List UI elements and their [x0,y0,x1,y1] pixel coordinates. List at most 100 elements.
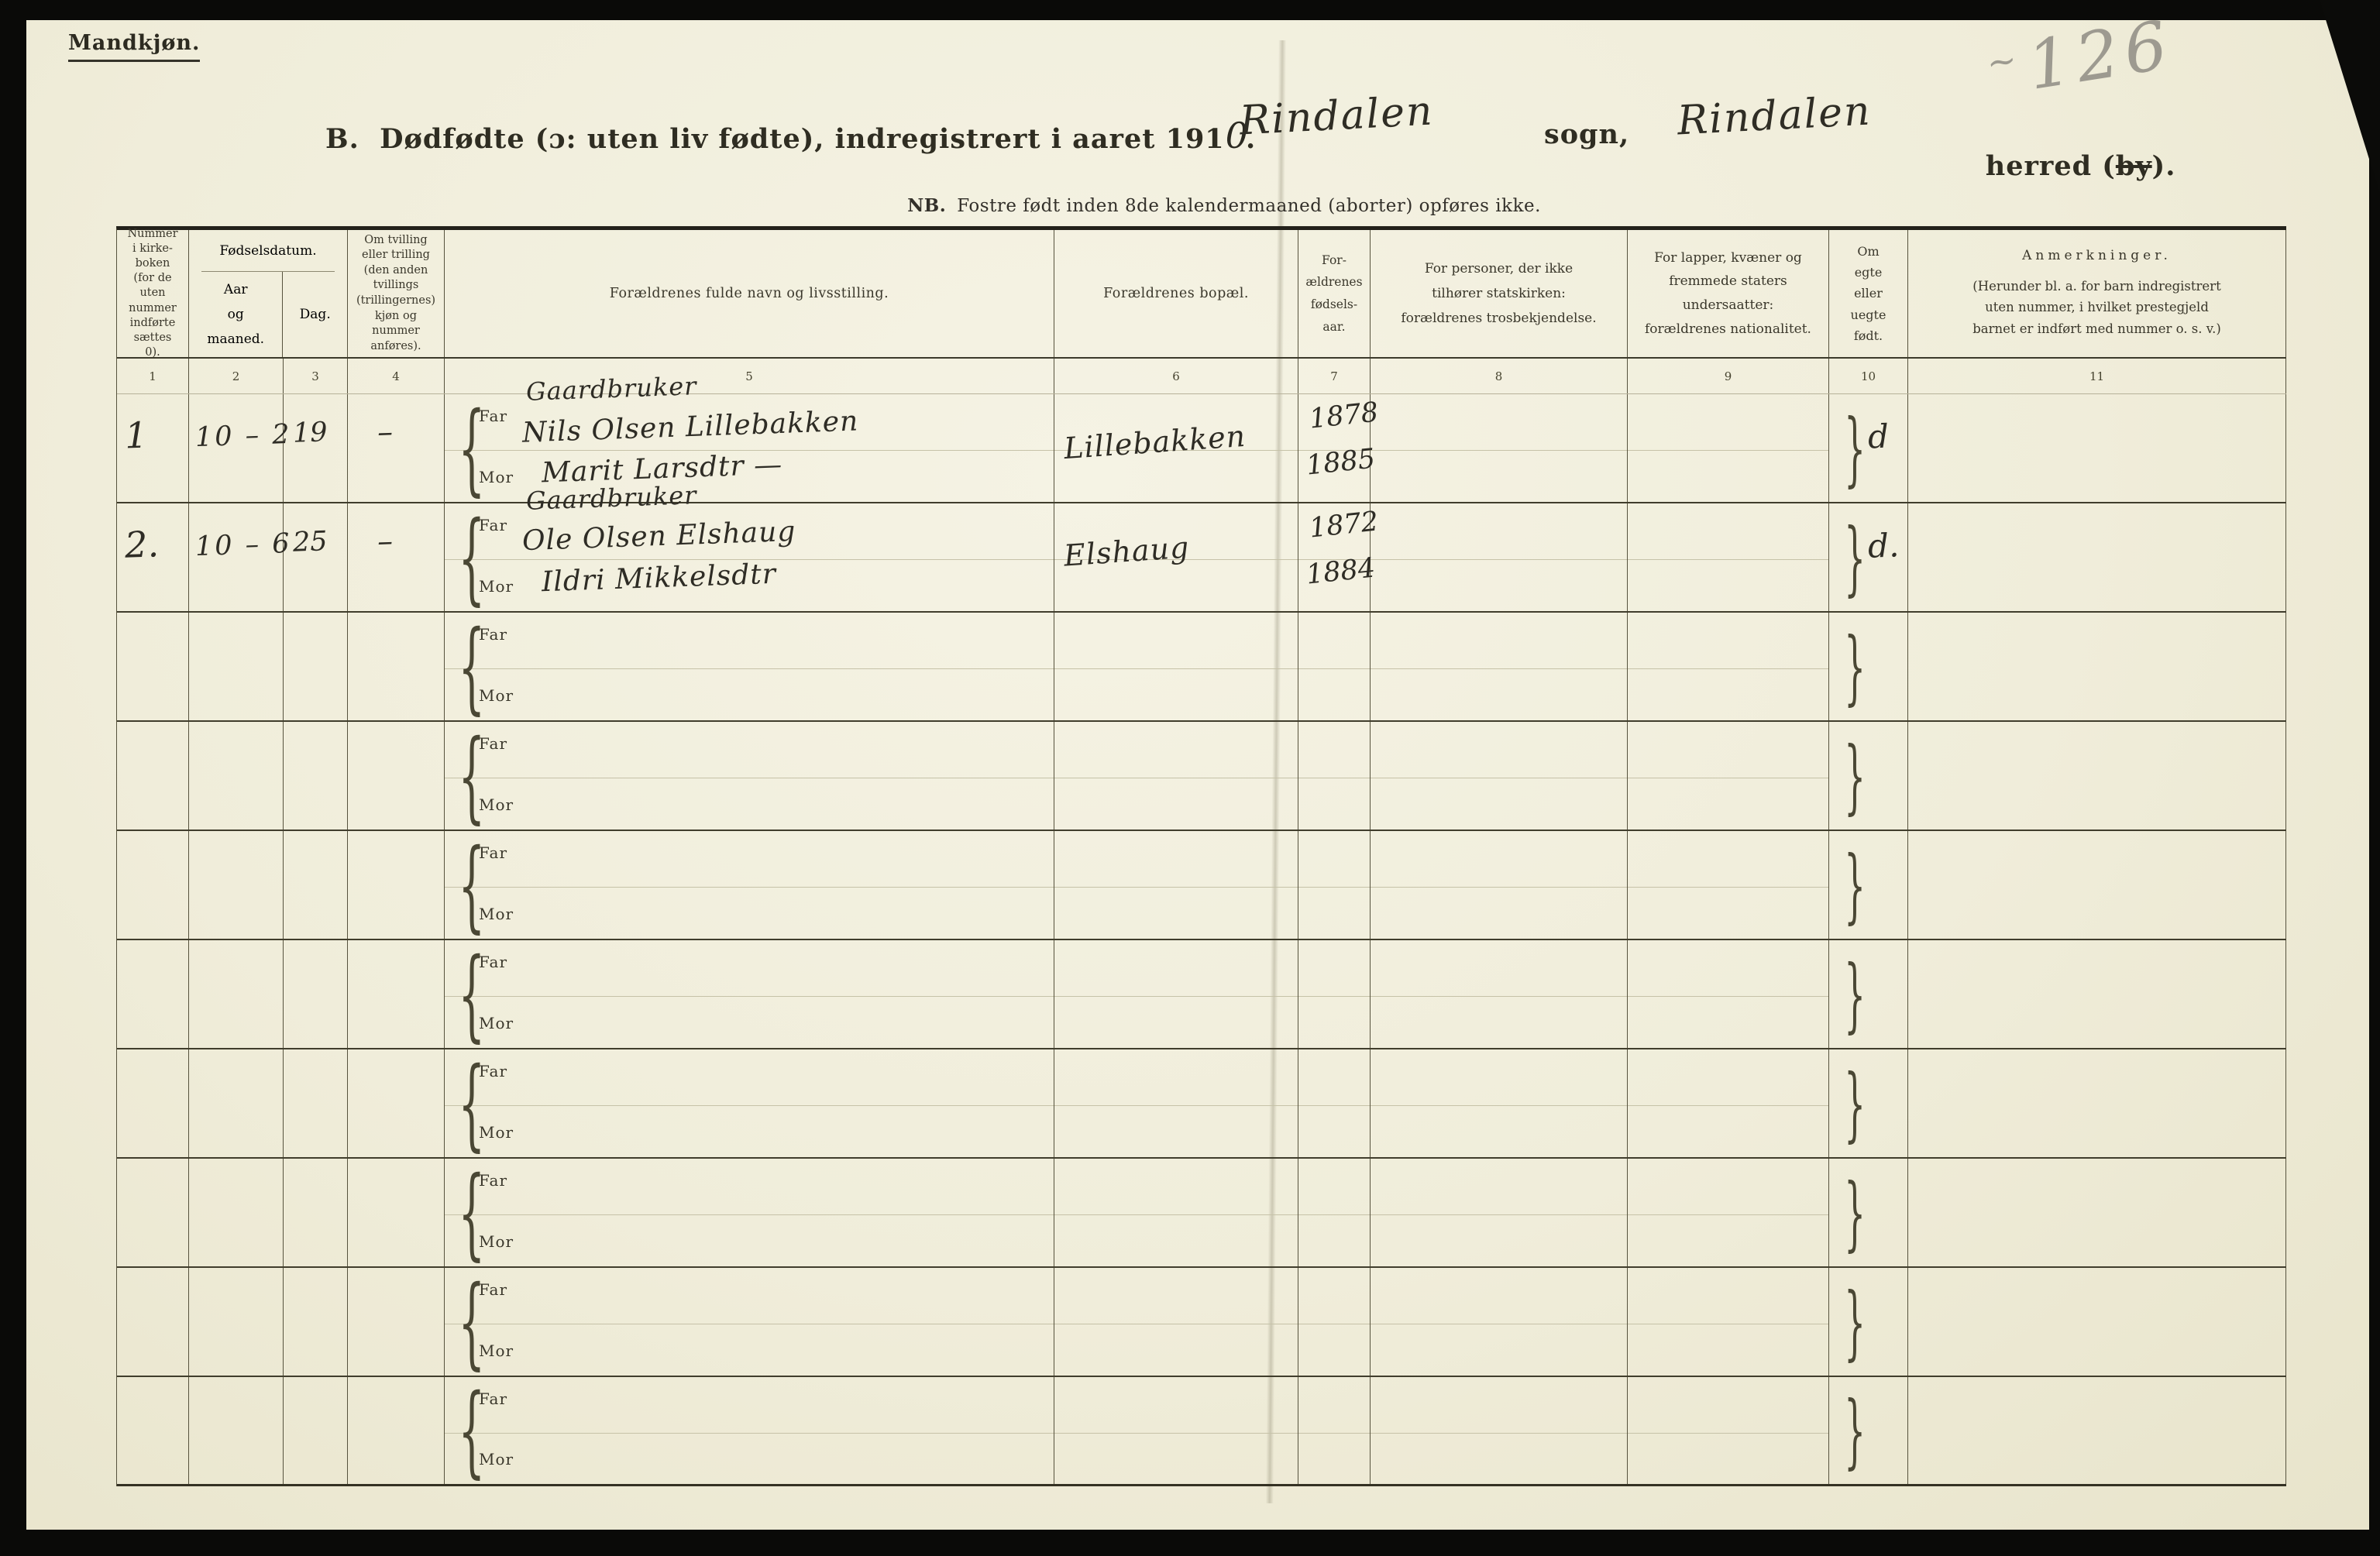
mor-label: Mor [479,905,514,923]
hw-residence: Lillebakken [1062,418,1247,466]
hw-mother-name: Ildri Mikkelsdtr [541,558,777,599]
cell-residence [1054,722,1298,830]
cell-remarks [1908,503,2286,611]
municipality-label-post: ). [2151,150,2176,182]
cell-parents: { Far Mor Gaardbruker Nils Olsen Lilleba… [445,371,1054,507]
cell-parents: { Far Mor [445,722,1054,830]
cell-residence [1054,1049,1298,1157]
hw-occupation: Gaardbruker [525,371,698,407]
cell-year-month [189,1377,284,1484]
mor-label: Mor [479,1450,514,1468]
header-birth-year: For- ældrenes fødsels- aar. [1298,230,1371,357]
cell-day: 25 [284,503,348,611]
table-row: { Far Mor } [117,1159,2286,1268]
cell-remarks [1908,1159,2286,1266]
mor-label: Mor [479,686,514,705]
hw-entry-number: 1 [124,414,149,457]
left-brace-glyph: { [458,1154,486,1271]
scan-corner-shadow [2320,0,2380,194]
right-brace-glyph: } [1844,1165,1866,1260]
cell-number [117,1268,189,1376]
far-label: Far [479,1171,508,1190]
cell-twin [348,1268,445,1376]
column-number-row: 1 2 3 4 5 6 7 8 9 10 11 [117,359,2286,394]
cell-parents: { Far Mor Gaardbruker Ole Olsen Elshaug … [445,480,1054,616]
cell-legitimacy: } [1829,940,1908,1048]
cell-birth-years [1298,722,1371,830]
cell-birth-years: 1878 1885 [1298,394,1380,502]
right-brace-glyph: } [1844,1056,1866,1151]
column-number: 10 [1829,359,1908,393]
cell-residence [1054,831,1298,939]
cell-number [117,940,189,1048]
table-rows: 1 10 – 2 19 – { Far Mor Gaardbruker Nils… [117,371,2286,1486]
hw-father-name: Ole Olsen Elshaug [521,515,796,558]
cell-residence [1054,1377,1298,1484]
cell-residence [1054,613,1298,720]
hw-mother-birth-year: 1885 [1305,443,1377,482]
column-number: 8 [1371,359,1628,393]
cell-nationality [1628,722,1829,830]
left-brace-glyph: { [458,499,486,616]
cell-twin [348,1049,445,1157]
cell-day [284,1159,348,1266]
table-row: { Far Mor } [117,831,2286,940]
left-brace-glyph: { [458,1263,486,1380]
header-birthdate: Fødselsdatum. [189,230,347,272]
cell-residence [1054,1268,1298,1376]
cell-year-month [189,613,284,720]
cell-religion [1371,394,1628,502]
right-brace-glyph: } [1844,510,1866,605]
pencil-tick-mark: ~ [1983,38,2020,84]
hw-year-month: 10 – 6 [194,527,293,563]
cell-twin [348,722,445,830]
cell-residence: Lillebakken [1054,394,1298,502]
cell-remarks [1908,940,2286,1048]
cell-legitimacy: } [1829,831,1908,939]
far-label: Far [479,1389,508,1408]
table-header-row: Nummer i kirke- boken (for de uten numme… [117,228,2286,359]
cell-year-month [189,1049,284,1157]
header-number: Nummer i kirke- boken (for de uten numme… [117,228,189,359]
form-title: B. Dødfødte (ɔ: uten liv fødte), indregi… [325,115,1256,156]
left-brace-glyph: { [458,1045,486,1162]
cell-birth-years [1298,1049,1371,1157]
cell-religion [1371,940,1628,1048]
cell-residence: Elshaug [1054,503,1298,611]
cell-legitimacy: } [1829,722,1908,830]
pencil-number-value: 126 [2022,5,2179,105]
cell-day [284,722,348,830]
cell-parents: { Far Mor [445,1049,1054,1157]
cell-number: 2. [117,503,189,611]
cell-legitimacy: } [1829,613,1908,720]
cell-birth-years [1298,831,1371,939]
cell-year-month: 10 – 2 [189,394,292,502]
cell-nationality [1628,1049,1829,1157]
form-note-text: Fostre født inden 8de kalendermaaned (ab… [957,196,1541,216]
cell-nationality [1628,940,1829,1048]
table-row: { Far Mor } [117,1268,2286,1377]
far-label: Far [479,625,508,644]
right-brace-glyph: } [1844,1274,1866,1369]
cell-remarks [1908,613,2286,720]
cell-nationality [1628,1268,1829,1376]
cell-day [284,940,348,1048]
column-number: 11 [1908,359,2286,393]
header-legitimacy: Om egte eller uegte født. [1829,230,1908,357]
sex-section-label: Mandkjøn. [68,31,201,62]
cell-twin: – [348,503,445,611]
cell-birth-years [1298,940,1371,1048]
cell-nationality [1628,503,1829,611]
hw-residence: Elshaug [1062,530,1191,573]
hw-day: 19 [292,417,328,449]
header-nationality: For lapper, kvæner og fremmede staters u… [1628,230,1829,357]
mor-label: Mor [479,1123,514,1142]
cell-remarks [1908,831,2286,939]
cell-parents: { Far Mor [445,613,1054,720]
cell-birth-years: 1872 1884 [1298,503,1380,611]
cell-residence [1054,940,1298,1048]
left-brace-glyph: { [458,390,486,507]
cell-number [117,1049,189,1157]
column-number: 5 [445,359,1054,393]
hw-father-name: Nils Olsen Lillebakken [521,405,859,449]
